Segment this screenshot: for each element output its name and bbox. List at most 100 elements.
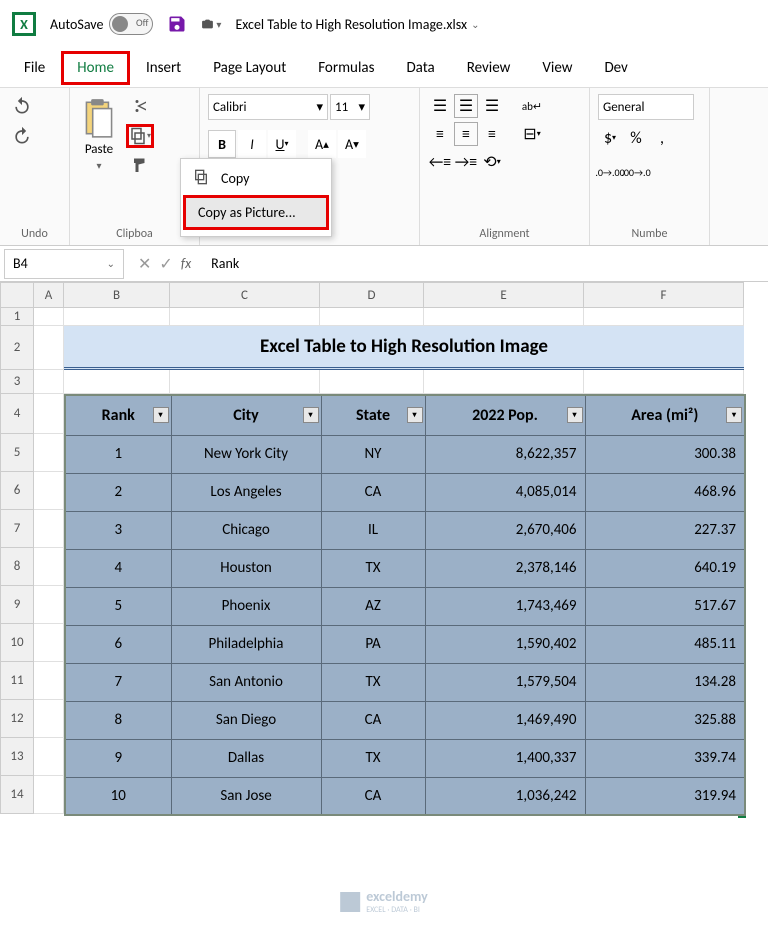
table-cell[interactable]: 319.94 — [585, 777, 745, 815]
filter-button[interactable]: ▾ — [407, 407, 423, 423]
row-header[interactable]: 11 — [0, 662, 34, 700]
decrease-indent-button[interactable]: ←≡ — [428, 150, 452, 174]
comma-button[interactable]: , — [650, 126, 674, 150]
table-cell[interactable]: 339.74 — [585, 739, 745, 777]
table-cell[interactable]: Los Angeles — [171, 473, 321, 511]
table-cell[interactable]: 1,400,337 — [425, 739, 585, 777]
cell[interactable] — [34, 434, 64, 472]
undo-button[interactable] — [8, 94, 36, 118]
tab-page-layout[interactable]: Page Layout — [197, 51, 302, 85]
decrease-decimal-button[interactable]: .00→.0 — [624, 160, 648, 184]
save-icon[interactable] — [167, 14, 187, 34]
cell[interactable] — [34, 326, 64, 370]
table-header[interactable]: Area (mi²)▾ — [585, 395, 745, 435]
table-cell[interactable]: IL — [321, 511, 425, 549]
table-header[interactable]: City▾ — [171, 395, 321, 435]
name-box[interactable]: B4 ⌄ — [4, 249, 124, 279]
table-cell[interactable]: 10 — [65, 777, 171, 815]
table-cell[interactable]: 134.28 — [585, 663, 745, 701]
table-cell[interactable]: 1,743,469 — [425, 587, 585, 625]
table-header[interactable]: State▾ — [321, 395, 425, 435]
cell[interactable] — [64, 308, 170, 326]
table-cell[interactable]: AZ — [321, 587, 425, 625]
table-header[interactable]: Rank▾ — [65, 395, 171, 435]
document-title[interactable]: Excel Table to High Resolution Image.xls… — [235, 16, 479, 33]
cell[interactable] — [424, 308, 584, 326]
cell[interactable] — [170, 370, 320, 394]
italic-button[interactable]: I — [238, 130, 266, 158]
row-header[interactable]: 1 — [0, 308, 34, 326]
table-cell[interactable]: 2,378,146 — [425, 549, 585, 587]
camera-icon[interactable]: ▾ — [201, 14, 221, 34]
table-cell[interactable]: TX — [321, 549, 425, 587]
bold-button[interactable]: B — [208, 130, 236, 158]
cell[interactable] — [34, 662, 64, 700]
cancel-formula-icon[interactable]: ✕ — [138, 254, 151, 274]
table-cell[interactable]: 1,590,402 — [425, 625, 585, 663]
cell[interactable] — [34, 586, 64, 624]
align-center-button[interactable]: ≡ — [454, 122, 478, 146]
table-cell[interactable]: 5 — [65, 587, 171, 625]
row-header[interactable]: 6 — [0, 472, 34, 510]
increase-decimal-button[interactable]: .0→.00 — [598, 160, 622, 184]
row-header[interactable]: 5 — [0, 434, 34, 472]
cell[interactable] — [34, 776, 64, 814]
row-header[interactable]: 4 — [0, 394, 34, 434]
cell[interactable] — [320, 308, 424, 326]
font-size-select[interactable]: 11▾ — [330, 94, 370, 120]
row-header[interactable]: 13 — [0, 738, 34, 776]
table-cell[interactable]: San Diego — [171, 701, 321, 739]
cell[interactable] — [584, 370, 744, 394]
cell[interactable] — [584, 308, 744, 326]
filter-button[interactable]: ▾ — [303, 407, 319, 423]
column-header[interactable]: F — [584, 282, 744, 308]
filter-button[interactable]: ▾ — [567, 407, 583, 423]
table-cell[interactable]: Dallas — [171, 739, 321, 777]
copy-as-picture-menu-item[interactable]: Copy as Picture... — [183, 195, 329, 230]
table-cell[interactable]: 325.88 — [585, 701, 745, 739]
cell[interactable] — [34, 394, 64, 434]
table-cell[interactable]: 2 — [65, 473, 171, 511]
table-cell[interactable]: 7 — [65, 663, 171, 701]
cell[interactable] — [34, 308, 64, 326]
align-middle-button[interactable]: ☰ — [454, 94, 478, 118]
tab-formulas[interactable]: Formulas — [302, 51, 390, 85]
table-cell[interactable]: 8 — [65, 701, 171, 739]
table-cell[interactable]: 9 — [65, 739, 171, 777]
table-cell[interactable]: San Antonio — [171, 663, 321, 701]
fx-icon[interactable]: fx — [181, 255, 191, 272]
align-left-button[interactable]: ≡ — [428, 122, 452, 146]
table-cell[interactable]: CA — [321, 473, 425, 511]
tab-insert[interactable]: Insert — [130, 51, 197, 85]
increase-font-button[interactable]: A▴ — [308, 130, 336, 158]
row-header[interactable]: 7 — [0, 510, 34, 548]
select-all-corner[interactable] — [0, 282, 34, 308]
copy-menu-item[interactable]: Copy — [181, 163, 331, 193]
table-cell[interactable]: 3 — [65, 511, 171, 549]
toggle-switch[interactable]: Off — [109, 13, 153, 35]
table-cell[interactable]: 640.19 — [585, 549, 745, 587]
row-header[interactable]: 12 — [0, 700, 34, 738]
row-header[interactable]: 2 — [0, 326, 34, 370]
tab-file[interactable]: File — [8, 51, 61, 85]
tab-view[interactable]: View — [526, 51, 588, 85]
table-cell[interactable]: San Jose — [171, 777, 321, 815]
table-cell[interactable]: 1,469,490 — [425, 701, 585, 739]
table-cell[interactable]: NY — [321, 435, 425, 473]
table-cell[interactable]: TX — [321, 663, 425, 701]
table-cell[interactable]: 468.96 — [585, 473, 745, 511]
table-cell[interactable]: 227.37 — [585, 511, 745, 549]
table-cell[interactable]: 485.11 — [585, 625, 745, 663]
table-cell[interactable]: Philadelphia — [171, 625, 321, 663]
cell[interactable] — [34, 510, 64, 548]
filter-button[interactable]: ▾ — [153, 407, 169, 423]
cell[interactable] — [34, 738, 64, 776]
format-painter-button[interactable] — [126, 154, 154, 178]
table-cell[interactable]: Houston — [171, 549, 321, 587]
underline-button[interactable]: U▾ — [268, 130, 296, 158]
enter-formula-icon[interactable]: ✓ — [159, 254, 172, 274]
redo-button[interactable] — [8, 124, 36, 148]
font-name-select[interactable]: Calibri▾ — [208, 94, 328, 120]
cell[interactable] — [34, 700, 64, 738]
tab-review[interactable]: Review — [451, 51, 527, 85]
